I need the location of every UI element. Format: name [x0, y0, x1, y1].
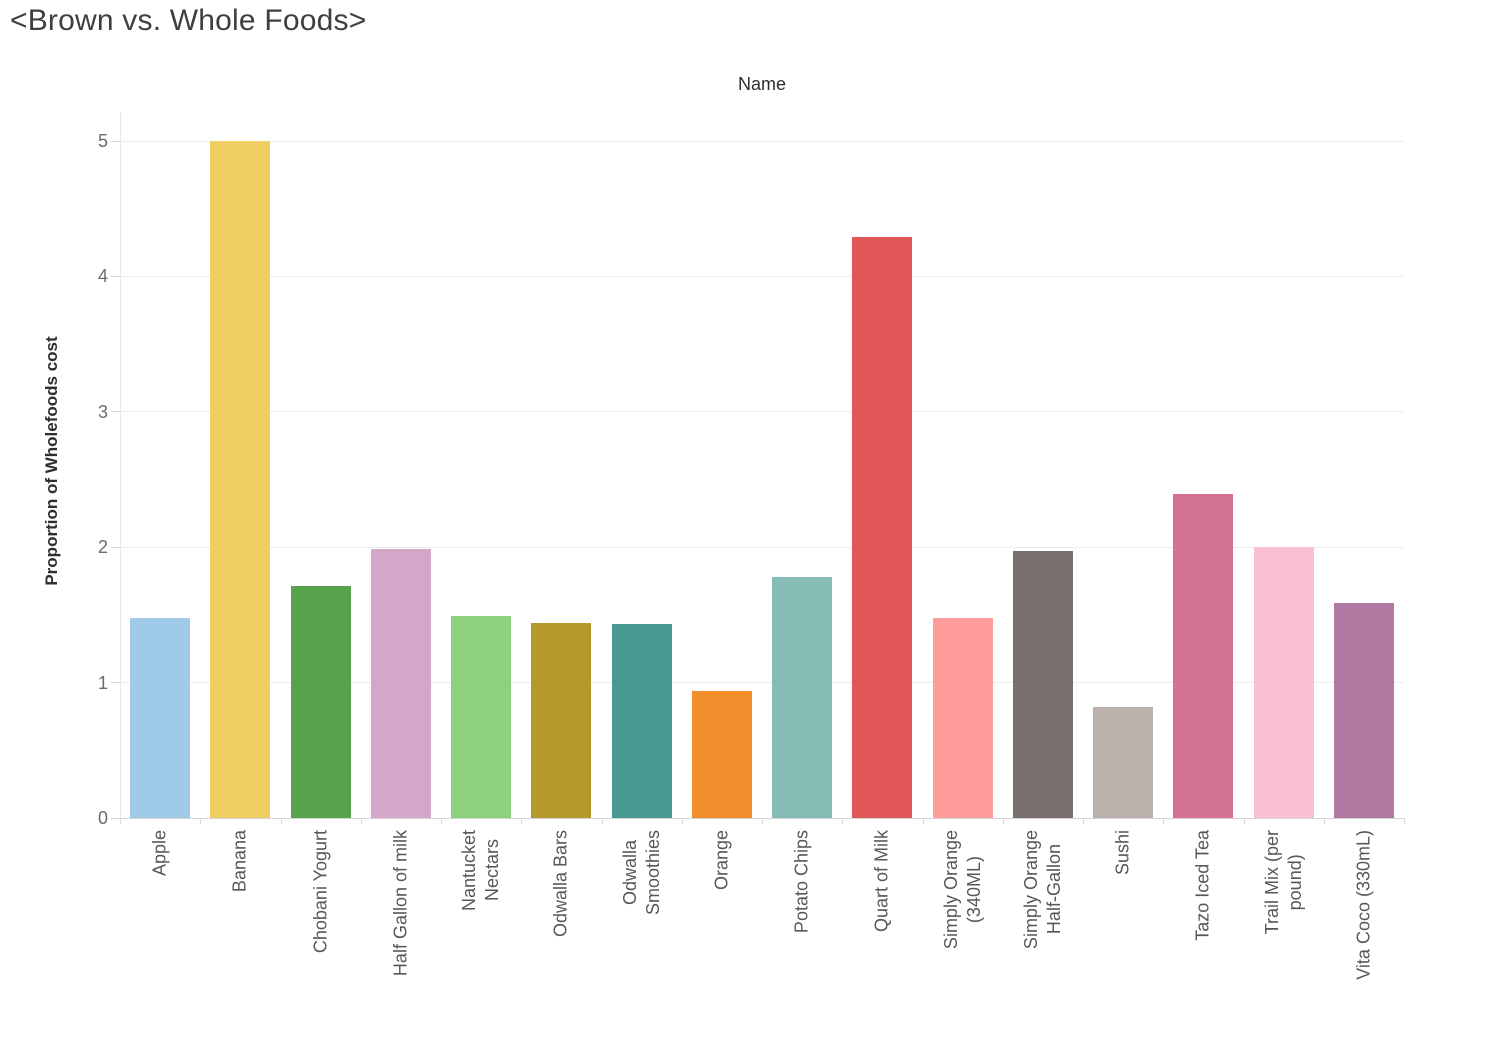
bar-vita-coco-330ml[interactable] — [1333, 603, 1394, 818]
xtick-mark-15 — [1323, 818, 1325, 824]
xtick-mark-9 — [842, 818, 844, 824]
xtick-mark-2 — [280, 818, 282, 824]
xtick-label-odwalla-smoothies: Odwalla Smoothies — [619, 830, 663, 916]
ytick-label-1: 1 — [97, 672, 108, 693]
xtick-mark-8 — [762, 818, 763, 824]
xtick-label-tazo-iced-tea: Tazo Iced Tea — [1192, 830, 1213, 941]
bar-half-gallon-of-milk[interactable] — [370, 549, 431, 818]
xtick-mark-1 — [200, 818, 202, 824]
bar-chobani-yogurt[interactable] — [290, 586, 351, 818]
xtick-mark-12 — [1083, 818, 1084, 824]
xtick-label-quart-of-milk: Quart of Milk — [871, 830, 892, 933]
xtick-mark-16 — [1404, 818, 1405, 824]
ytick-mark-1 — [111, 682, 120, 684]
gridline-4 — [120, 275, 1404, 277]
xtick-label-simply-orange-half-gallon: Simply Orange Half-Gallon — [1020, 830, 1064, 950]
ytick-label-4: 4 — [97, 266, 108, 287]
ytick-mark-3 — [111, 411, 120, 413]
ytick-label-0: 0 — [97, 808, 108, 828]
xtick-label-orange: Orange — [711, 830, 732, 891]
xtick-label-half-gallon-of-milk: Half Gallon of milk — [390, 830, 411, 977]
xtick-mark-14 — [1243, 818, 1245, 824]
ytick-mark-5 — [111, 140, 120, 142]
xtick-mark-7 — [681, 818, 683, 824]
xtick-label-simply-orange-340ml: Simply Orange (340ML) — [940, 830, 984, 950]
y-axis-title: Proportion of Wholefoods cost — [42, 336, 61, 586]
xtick-mark-6 — [601, 818, 603, 824]
bar-simply-orange-340ml[interactable] — [932, 618, 993, 818]
xtick-label-odwalla-bars: Odwalla Bars — [550, 830, 571, 938]
xtick-mark-11 — [1002, 818, 1004, 824]
xtick-label-apple: Apple — [149, 830, 170, 877]
xtick-label-trail-mix-per-pound: Trail Mix (per pound) — [1261, 830, 1305, 935]
y-axis-line — [120, 112, 121, 818]
gridline-1 — [120, 682, 1404, 684]
bar-orange[interactable] — [691, 691, 752, 818]
bar-simply-orange-half-gallon[interactable] — [1012, 551, 1073, 818]
gridline-3 — [120, 411, 1404, 413]
xtick-mark-4 — [441, 818, 442, 824]
ytick-label-2: 2 — [97, 537, 108, 558]
ytick-mark-4 — [111, 275, 120, 277]
ytick-label-5: 5 — [97, 131, 108, 151]
ytick-mark-2 — [111, 546, 120, 548]
column-header: Name — [737, 74, 786, 94]
gridline-5 — [120, 140, 1404, 142]
bar-odwalla-smoothies[interactable] — [611, 624, 672, 818]
chart-title: <Brown vs. Whole Foods> — [10, 4, 367, 37]
xtick-mark-5 — [521, 818, 523, 824]
bar-potato-chips[interactable] — [772, 577, 833, 818]
xtick-mark-13 — [1163, 818, 1165, 824]
bar-nantucket-nectars[interactable] — [451, 616, 512, 818]
xtick-mark-10 — [922, 818, 924, 824]
xtick-label-nantucket-nectars: Nantucket Nectars — [459, 830, 503, 912]
xtick-label-potato-chips: Potato Chips — [791, 830, 812, 934]
xtick-label-chobani-yogurt: Chobani Yogurt — [310, 830, 331, 954]
ytick-mark-0 — [111, 817, 120, 819]
xtick-label-banana: Banana — [229, 830, 250, 893]
xtick-label-sushi: Sushi — [1112, 830, 1133, 876]
bar-banana[interactable] — [210, 141, 271, 818]
bar-sushi[interactable] — [1093, 707, 1154, 818]
bar-trail-mix-per-pound[interactable] — [1253, 547, 1314, 818]
bar-apple[interactable] — [130, 618, 191, 818]
ytick-label-3: 3 — [97, 401, 108, 422]
bar-tazo-iced-tea[interactable] — [1173, 494, 1234, 818]
bar-odwalla-bars[interactable] — [531, 623, 592, 818]
xtick-mark-0 — [120, 818, 121, 824]
xtick-label-vita-coco-330ml: Vita Coco (330mL) — [1353, 830, 1374, 980]
xtick-mark-3 — [360, 818, 362, 824]
bar-quart-of-milk[interactable] — [852, 237, 913, 818]
gridline-2 — [120, 546, 1404, 548]
